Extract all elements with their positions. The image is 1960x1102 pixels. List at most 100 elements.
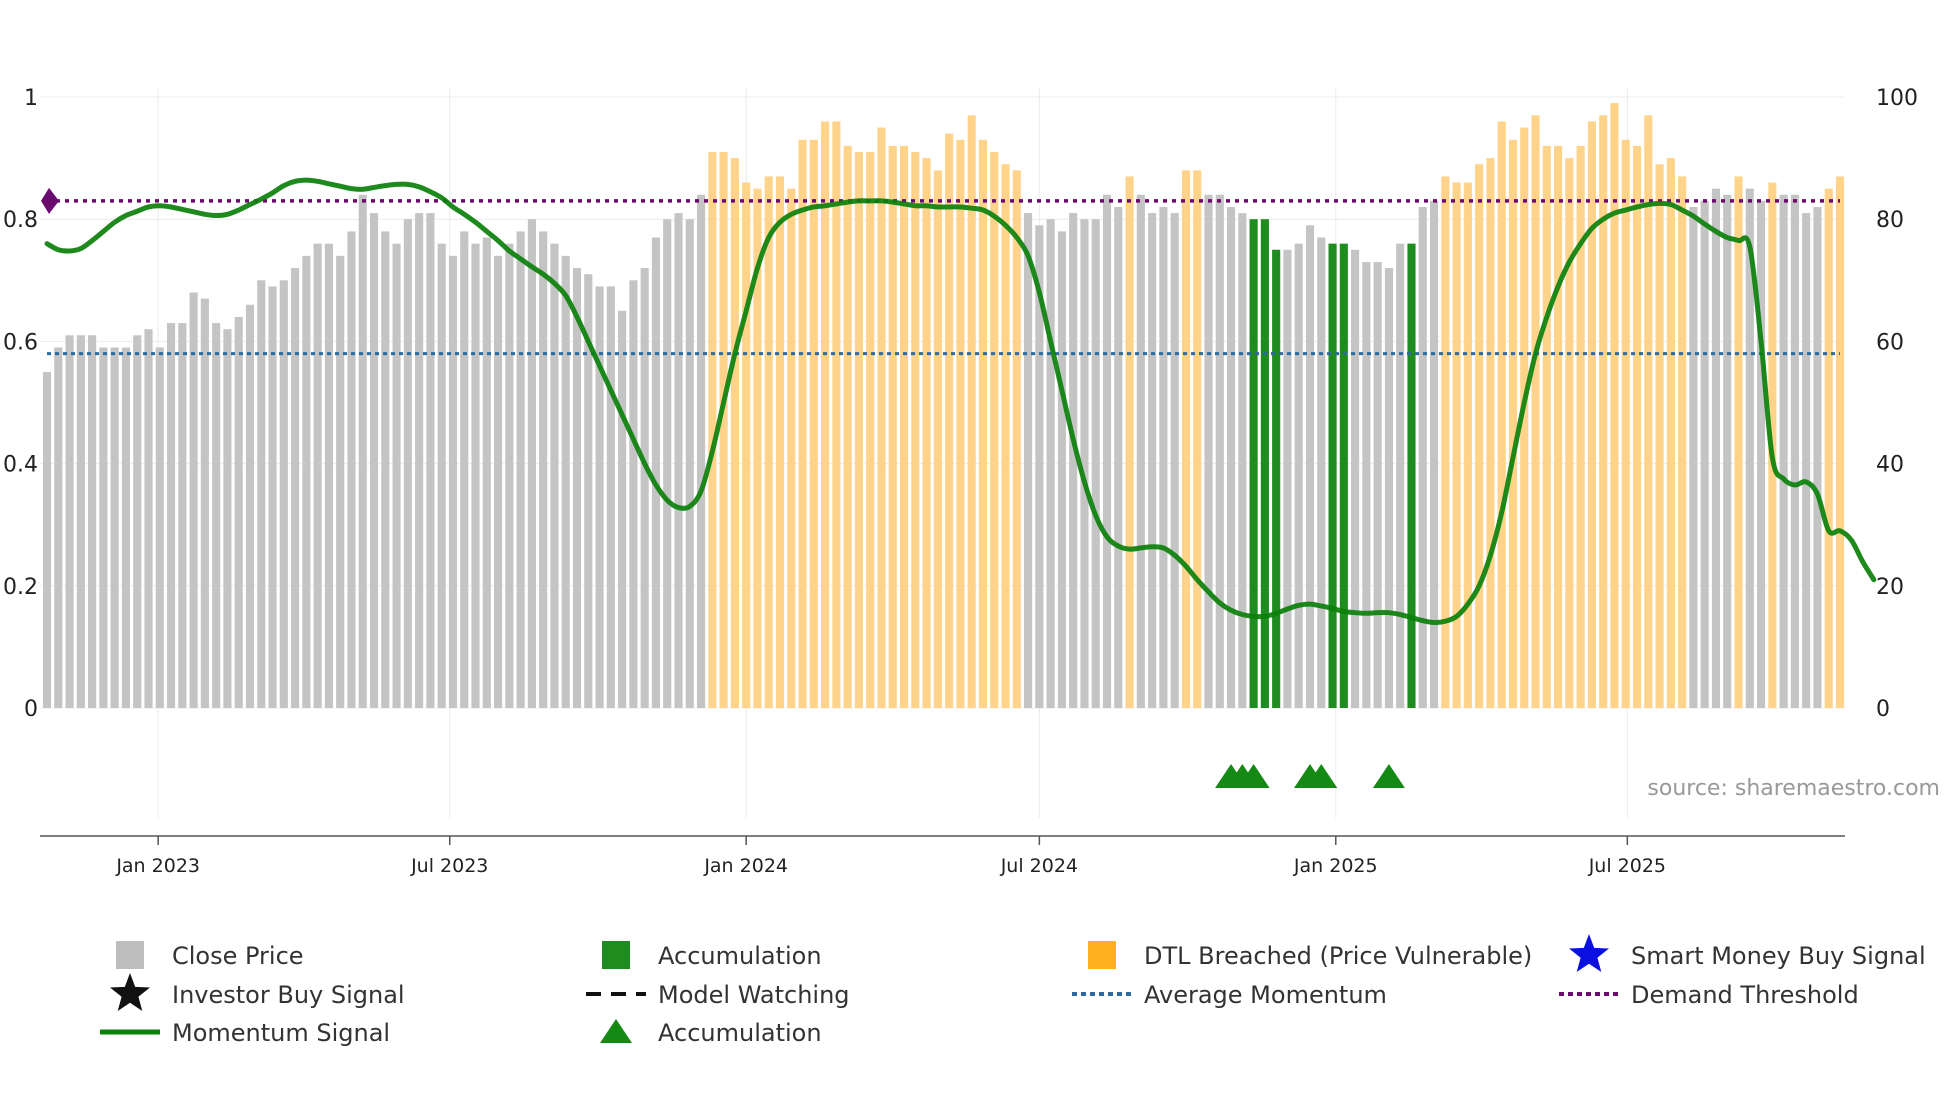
bar-orange xyxy=(832,121,841,708)
bar-orange xyxy=(753,188,762,708)
bar-grey xyxy=(144,329,153,708)
bar-grey xyxy=(178,323,187,708)
bar-orange xyxy=(888,145,897,708)
bar-grey xyxy=(1226,206,1236,709)
bar-grey xyxy=(1689,206,1698,709)
bar-orange xyxy=(1576,145,1585,708)
bar-grey xyxy=(539,231,548,709)
bar-grey xyxy=(1136,194,1145,708)
bar-grey xyxy=(1069,213,1078,708)
bar-orange xyxy=(1001,164,1010,708)
bar-grey xyxy=(1305,225,1315,708)
bar-grey xyxy=(155,347,164,708)
legend-label: Close Price xyxy=(172,942,304,970)
bar-orange xyxy=(1508,139,1518,708)
bar-grey xyxy=(482,237,491,708)
bar-orange xyxy=(843,145,852,708)
bar-orange xyxy=(1621,139,1630,708)
bar-grey xyxy=(54,347,63,708)
bar-grey xyxy=(550,243,559,708)
bar-grey xyxy=(110,347,119,708)
right-tick-label: 60 xyxy=(1876,330,1904,355)
legend-label: DTL Breached (Price Vulnerable) xyxy=(1144,942,1532,970)
bar-orange xyxy=(990,151,999,709)
bar-grey xyxy=(369,213,379,708)
bar-grey xyxy=(1238,213,1247,708)
bar-grey xyxy=(358,194,367,708)
right-tick-label: 0 xyxy=(1876,697,1890,722)
bar-grey xyxy=(268,286,277,708)
bar-grey xyxy=(448,255,458,709)
bar-orange xyxy=(775,176,785,708)
bar-grey xyxy=(133,335,142,708)
bar-grey xyxy=(324,243,333,708)
bar-grey xyxy=(674,213,683,708)
bar-grey xyxy=(1373,261,1382,708)
bar-orange xyxy=(764,176,773,708)
bar-orange xyxy=(1610,103,1619,709)
legend-label: Smart Money Buy Signal xyxy=(1631,942,1926,970)
accumulation-markers xyxy=(1215,764,1405,788)
bar-grey xyxy=(313,243,322,708)
bar-grey xyxy=(336,255,345,709)
bar-grey xyxy=(629,280,638,708)
bar-orange xyxy=(730,158,739,709)
bar-grey xyxy=(561,255,570,709)
bar-grey xyxy=(1294,243,1303,708)
bar-orange xyxy=(956,139,965,708)
bar-grey xyxy=(1091,219,1100,708)
bar-orange xyxy=(1734,176,1743,708)
bar-grey xyxy=(471,243,480,708)
right-tick-label: 100 xyxy=(1876,86,1918,111)
bar-orange xyxy=(1181,170,1191,708)
bar-grey xyxy=(1170,213,1179,708)
bar-grey xyxy=(685,219,694,708)
bar-orange xyxy=(1452,182,1461,709)
bar-grey xyxy=(505,243,514,708)
bar-grey xyxy=(595,286,604,708)
bar-orange xyxy=(708,151,717,709)
bar-grey xyxy=(121,347,130,708)
bar-grey xyxy=(257,280,266,708)
bar-grey xyxy=(1711,188,1721,708)
bar-grey xyxy=(651,237,661,708)
signal-lines xyxy=(41,177,1877,625)
bar-grey xyxy=(189,292,198,708)
legend-label: Accumulation xyxy=(658,942,822,970)
bar-orange xyxy=(798,139,807,708)
source-label: source: sharemaestro.com xyxy=(1647,776,1940,801)
bar-orange xyxy=(1678,176,1687,708)
bar-orange xyxy=(1463,182,1472,709)
bar-grey xyxy=(166,323,176,708)
bar-orange xyxy=(1125,176,1134,708)
bar-grey xyxy=(392,243,401,708)
bar-grey xyxy=(1159,206,1168,709)
bar-grey xyxy=(640,268,649,708)
left-tick-label: 0 xyxy=(24,697,38,722)
bar-grey xyxy=(1351,249,1360,708)
axes: Jan 2023 Jul 2023 Jan 2024 Jul 2024 Jan 2025… xyxy=(3,86,1918,877)
bar-grey xyxy=(200,298,209,708)
bar-grey xyxy=(1102,194,1112,708)
bar-grey xyxy=(663,219,672,708)
bar-grey xyxy=(234,316,243,708)
bar-grey xyxy=(302,255,311,709)
accumulation-triangle xyxy=(1237,764,1270,788)
legend-label: Demand Threshold xyxy=(1631,981,1859,1009)
bar-orange xyxy=(1441,176,1450,708)
bar-grey xyxy=(1779,194,1788,708)
bar-green xyxy=(1260,219,1269,708)
left-tick-label: 0.8 xyxy=(3,208,38,233)
bar-grey xyxy=(1204,194,1213,708)
x-tick-label: Jan 2025 xyxy=(1293,855,1378,877)
legend-blue-star-icon xyxy=(1569,934,1609,972)
bar-orange xyxy=(922,158,931,709)
accumulation-triangle xyxy=(1305,764,1338,788)
bar-grey xyxy=(1418,206,1427,709)
bar-grey xyxy=(1700,200,1709,708)
left-tick-label: 0.6 xyxy=(3,330,38,355)
bar-green xyxy=(1328,243,1337,708)
bar-grey xyxy=(1283,249,1292,708)
bar-grey xyxy=(1362,261,1371,708)
bar-orange xyxy=(1554,145,1563,708)
